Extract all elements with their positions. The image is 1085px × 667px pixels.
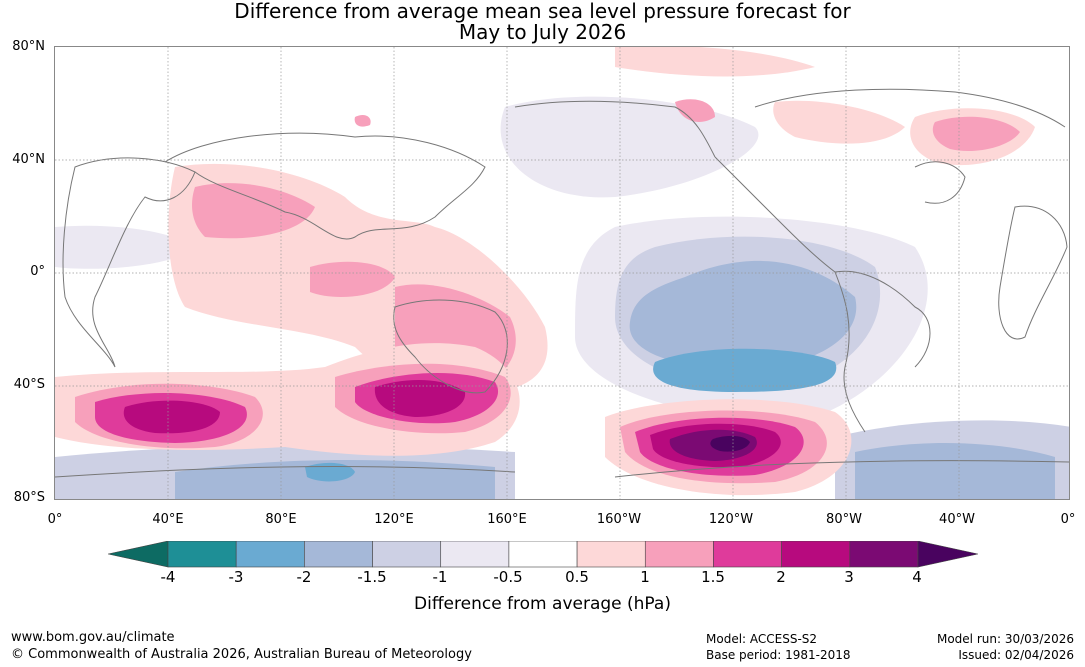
colorbar-tick: 1 [640, 568, 650, 586]
colorbar-tick: -3 [228, 568, 244, 586]
colorbar-box [235, 541, 305, 568]
colorbar-over-triangle [917, 541, 978, 568]
footer-base-period: Base period: 1981-2018 [706, 648, 851, 662]
colorbar-tick: -1 [432, 568, 448, 586]
lon-label-40e: 40°E [152, 512, 184, 527]
lon-label-120e: 120°E [374, 512, 414, 527]
colorbar-box [713, 541, 782, 568]
colorbar-boxes [167, 541, 919, 568]
footer-copyright: © Commonwealth of Australia 2026, Austra… [11, 647, 472, 662]
colorbar-tick: -4 [160, 568, 176, 586]
lat-label-80n: 80°N [12, 39, 45, 54]
lon-label-160w: 160°W [596, 512, 642, 527]
anomaly-shading [55, 47, 1069, 499]
lon-label-0: 0° [47, 512, 63, 527]
colorbar-tick: 0.5 [565, 568, 589, 586]
colorbar-tick: 1.5 [701, 568, 725, 586]
lat-label-40s: 40°S [13, 377, 45, 392]
colorbar-tick: 4 [912, 568, 922, 586]
colorbar-box [781, 541, 851, 568]
colorbar-box [508, 541, 578, 568]
graticule [55, 47, 1069, 499]
colorbar-tick: -0.5 [493, 568, 523, 586]
colorbar-label: Difference from average (hPa) [414, 594, 671, 614]
lon-label-40w: 40°W [939, 512, 975, 527]
footer-model: Model: ACCESS-S2 [706, 632, 818, 646]
lat-label-40n: 40°N [12, 152, 45, 167]
colorbar [108, 541, 978, 568]
lat-label-equator: 0° [30, 264, 45, 279]
pressure-anomaly-map [54, 46, 1070, 500]
lon-label-120w: 120°W [708, 512, 754, 527]
colorbar-under-triangle [108, 541, 169, 568]
colorbar-tick: 2 [776, 568, 786, 586]
footer-model-run: Model run: 30/03/2026 [936, 632, 1074, 646]
chart-title-line2: May to July 2026 [458, 20, 627, 44]
lat-label-80s: 80°S [13, 490, 45, 505]
colorbar-box [167, 541, 237, 568]
colorbar-box [849, 541, 919, 568]
colorbar-box [304, 541, 373, 568]
footer-website: www.bom.gov.au/climate [11, 630, 175, 645]
colorbar-tick: -1.5 [357, 568, 387, 586]
lon-label-0-east: 0° [1060, 512, 1076, 527]
colorbar-box [576, 541, 646, 568]
lon-label-80e: 80°E [265, 512, 297, 527]
colorbar-box [644, 541, 714, 568]
colorbar-box [372, 541, 442, 568]
map-canvas [55, 47, 1069, 499]
colorbar-tick: -2 [296, 568, 312, 586]
colorbar-tick: 3 [844, 568, 854, 586]
colorbar-box [440, 541, 510, 568]
footer-issued: Issued: 02/04/2026 [958, 648, 1074, 662]
lon-label-80w: 80°W [826, 512, 862, 527]
chart-title-line1: Difference from average mean sea level p… [234, 0, 851, 23]
lon-label-160e: 160°E [487, 512, 527, 527]
